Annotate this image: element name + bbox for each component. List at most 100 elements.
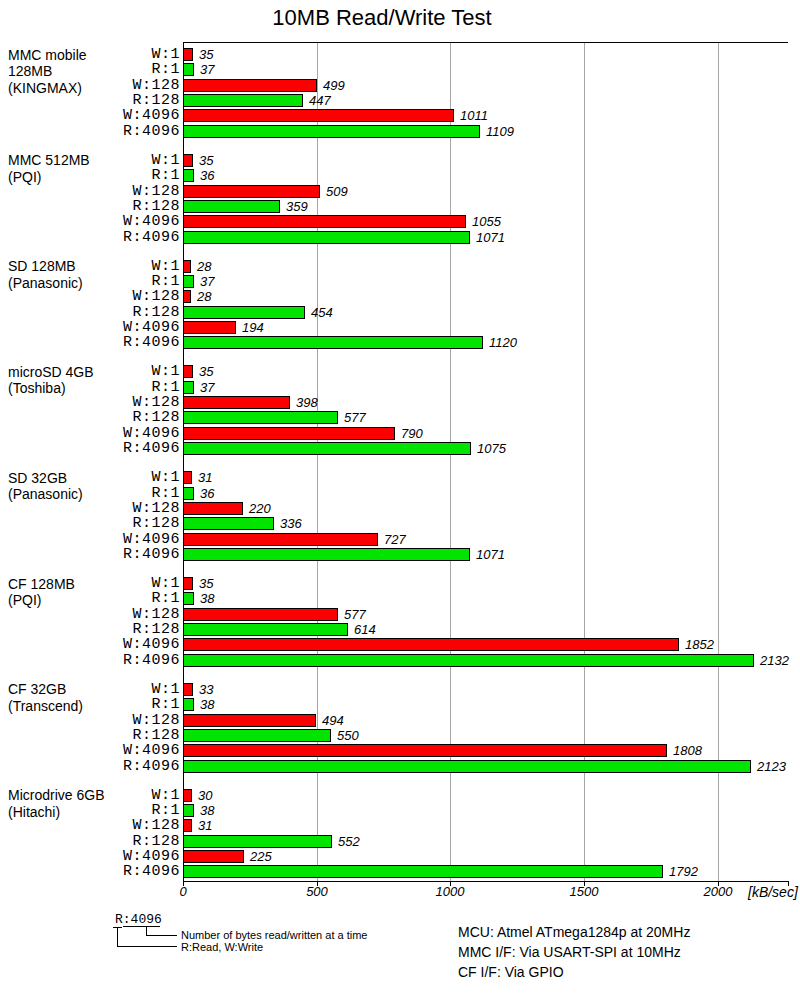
read-bar <box>183 623 348 636</box>
read-bar <box>183 200 280 213</box>
write-bar <box>183 48 193 61</box>
write-bar <box>183 683 193 696</box>
bar-label-W:1: W:1 <box>0 154 180 167</box>
x-tick-label-1500: 1500 <box>544 884 624 899</box>
read-bar <box>183 306 305 319</box>
note-mcu: MCU: Atmel ATmega1284p at 20MHz <box>458 922 690 942</box>
bar-label-R:4096: R:4096 <box>0 760 180 773</box>
bar-value: 33 <box>199 683 213 696</box>
bar-value: 1071 <box>476 231 505 244</box>
bar-value: 1075 <box>477 442 506 455</box>
write-bar <box>183 321 236 334</box>
bar-label-R:4096: R:4096 <box>0 654 180 667</box>
bar-label-W:1: W:1 <box>0 577 180 590</box>
write-bar <box>183 850 244 863</box>
bar-value: 31 <box>198 471 212 484</box>
x-tick-label-0: 0 <box>143 884 223 899</box>
write-bar <box>183 365 193 378</box>
write-bar <box>183 427 395 440</box>
bar-label-W:1: W:1 <box>0 471 180 484</box>
chart-title: 10MB Read/Write Test <box>0 5 764 31</box>
read-bar <box>183 411 338 424</box>
write-bar <box>183 577 193 590</box>
write-bar <box>183 154 193 167</box>
read-bar <box>183 275 194 288</box>
bar-value: 38 <box>200 698 214 711</box>
bar-value: 37 <box>200 381 214 394</box>
bar-label-W:1: W:1 <box>0 365 180 378</box>
bar-label-W:4096: W:4096 <box>0 427 180 440</box>
bar-value: 38 <box>200 592 214 605</box>
bar-value: 225 <box>250 850 272 863</box>
bar-label-W:128: W:128 <box>0 502 180 515</box>
legend-connector-h1 <box>146 935 177 936</box>
bar-value: 454 <box>311 306 333 319</box>
bar-value: 194 <box>242 321 264 334</box>
bar-label-R:128: R:128 <box>0 729 180 742</box>
read-bar <box>183 865 663 878</box>
bar-label-W:4096: W:4096 <box>0 744 180 757</box>
bar-label-W:1: W:1 <box>0 260 180 273</box>
bar-label-R:128: R:128 <box>0 623 180 636</box>
bar-label-W:4096: W:4096 <box>0 850 180 863</box>
read-bar <box>183 835 332 848</box>
write-bar <box>183 290 191 303</box>
legend-rw-note: R:Read, W:Write <box>181 941 263 953</box>
read-bar <box>183 336 483 349</box>
bar-value: 38 <box>200 804 214 817</box>
bar-value: 36 <box>200 487 214 500</box>
bar-value: 1120 <box>489 336 517 349</box>
write-bar <box>183 714 316 727</box>
bar-label-W:128: W:128 <box>0 819 180 832</box>
bar-value: 220 <box>249 502 271 515</box>
read-bar <box>183 654 754 667</box>
bar-label-R:128: R:128 <box>0 200 180 213</box>
bar-value: 552 <box>338 835 360 848</box>
bar-label-R:4096: R:4096 <box>0 548 180 561</box>
x-tick-label-2000: 2000 <box>678 884 758 899</box>
bar-value: 35 <box>199 365 213 378</box>
bar-value: 1011 <box>460 109 488 122</box>
bar-label-R:1: R:1 <box>0 169 180 182</box>
legend-example-label: R:4096 <box>115 912 162 927</box>
hardware-notes: MCU: Atmel ATmega1284p at 20MHz MMC I/F:… <box>458 922 690 982</box>
bar-label-R:128: R:128 <box>0 306 180 319</box>
bar-label-W:128: W:128 <box>0 290 180 303</box>
read-bar <box>183 517 274 530</box>
bar-value: 35 <box>199 48 213 61</box>
bar-label-R:4096: R:4096 <box>0 231 180 244</box>
bar-value: 1055 <box>472 215 501 228</box>
bar-value: 509 <box>326 185 348 198</box>
write-bar <box>183 185 320 198</box>
read-bar <box>183 548 470 561</box>
x-axis-unit: [kB/sec] <box>748 884 798 900</box>
write-bar <box>183 471 192 484</box>
bar-value: 336 <box>280 517 302 530</box>
bar-value: 790 <box>401 427 423 440</box>
bar-value: 28 <box>197 260 211 273</box>
bar-label-W:4096: W:4096 <box>0 321 180 334</box>
bar-value: 28 <box>197 290 211 303</box>
read-bar <box>183 63 194 76</box>
bar-value: 30 <box>198 789 212 802</box>
bar-value: 550 <box>337 729 359 742</box>
legend-connector-h2 <box>117 946 177 947</box>
bar-label-R:4096: R:4096 <box>0 125 180 138</box>
bar-label-W:4096: W:4096 <box>0 215 180 228</box>
bar-label-R:1: R:1 <box>0 592 180 605</box>
bar-value: 398 <box>296 396 318 409</box>
bar-value: 1852 <box>685 638 714 651</box>
bar-label-W:4096: W:4096 <box>0 109 180 122</box>
write-bar <box>183 502 243 515</box>
write-bar <box>183 260 191 273</box>
x-tick-label-500: 500 <box>277 884 357 899</box>
bar-label-W:1: W:1 <box>0 789 180 802</box>
x-axis-line <box>183 881 788 882</box>
write-bar <box>183 608 338 621</box>
read-bar <box>183 125 480 138</box>
write-bar <box>183 819 192 832</box>
read-bar <box>183 760 751 773</box>
bar-label-W:128: W:128 <box>0 79 180 92</box>
bar-label-R:1: R:1 <box>0 275 180 288</box>
bar-value: 37 <box>200 63 214 76</box>
